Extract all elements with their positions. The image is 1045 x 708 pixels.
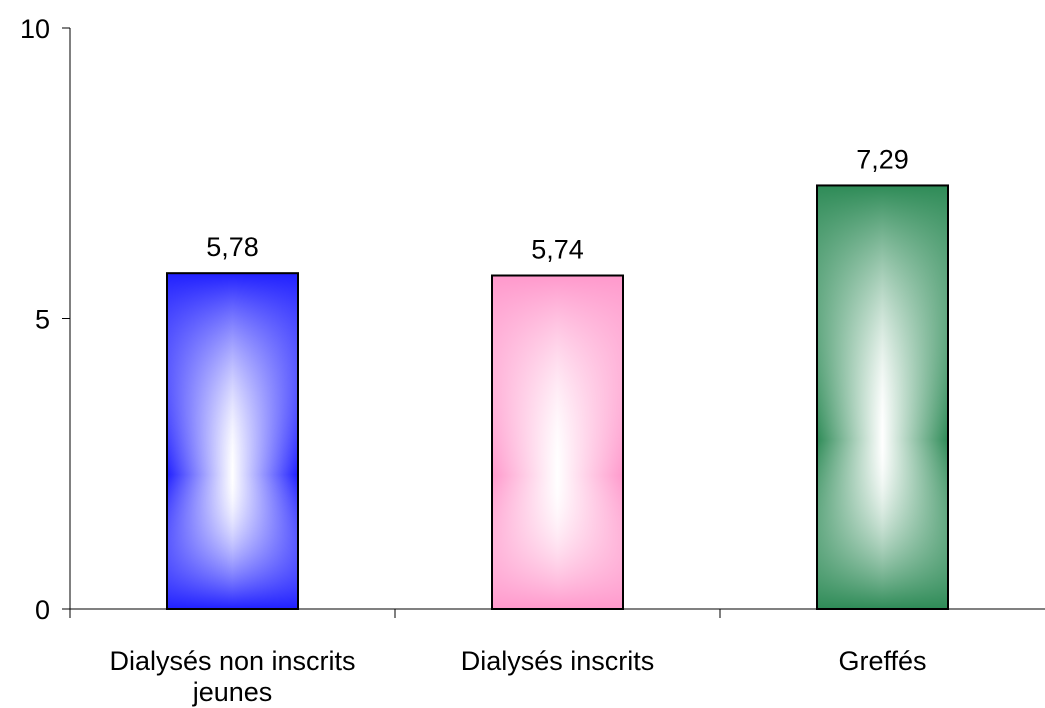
data-label-2: 5,74 (531, 235, 584, 265)
category-label-2: Dialysés inscrits (461, 646, 655, 676)
bar-3 (816, 184, 949, 611)
bar-fill-vertical (492, 275, 623, 609)
labels-group: 5,78 Dialysés non inscrits jeunes 5,74 Dialy… (20, 14, 927, 707)
y-tick-label-5: 5 (35, 305, 50, 335)
bars-group (166, 184, 949, 611)
y-tick-label-10: 10 (20, 14, 50, 44)
category-label-line: Greffés (838, 646, 926, 676)
category-label-line: jeunes (192, 677, 273, 707)
data-label-3: 7,29 (856, 144, 909, 174)
category-label-line: Dialysés non inscrits (109, 646, 355, 676)
axes-group (62, 27, 1045, 618)
bar-2 (491, 274, 624, 610)
category-label-3: Greffés (838, 646, 926, 676)
bar-fill-vertical (167, 273, 298, 609)
bar-1 (166, 272, 299, 610)
data-label-1: 5,78 (206, 232, 259, 262)
y-tick-label-0: 0 (35, 595, 50, 625)
category-label-line: Dialysés inscrits (461, 646, 655, 676)
bar-fill-vertical (817, 185, 948, 610)
category-label-1: Dialysés non inscrits jeunes (109, 646, 355, 707)
